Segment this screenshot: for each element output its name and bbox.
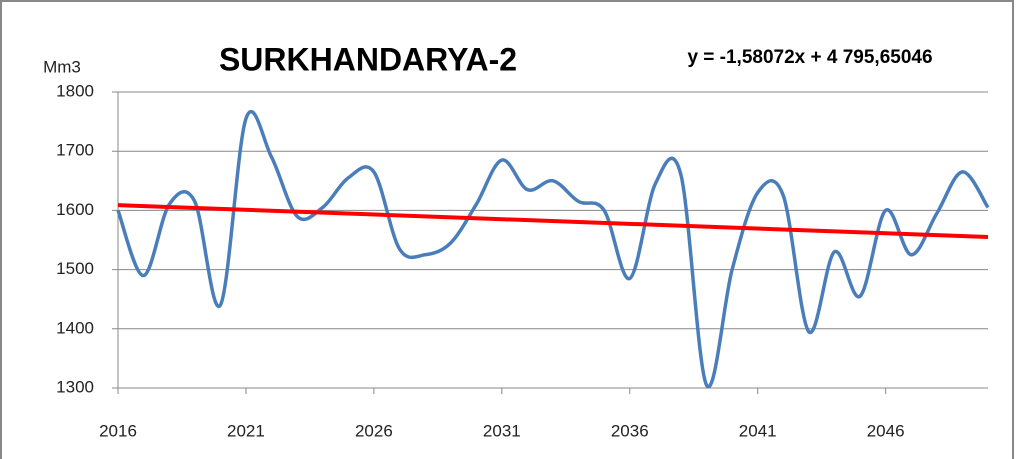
y-axis-label: Mm3 xyxy=(43,57,81,76)
data-line xyxy=(116,109,990,389)
y-tick-label: 1700 xyxy=(56,141,94,160)
chart-title: SURKHANDARYA-2 xyxy=(219,41,517,77)
y-tick-label: 1800 xyxy=(56,81,94,100)
y-tick-label: 1500 xyxy=(56,259,94,278)
trend-equation: y = -1,58072x + 4 795,65046 xyxy=(687,47,932,68)
y-tick-label: 1400 xyxy=(56,318,94,337)
y-tick-label: 1300 xyxy=(56,377,94,396)
y-tick-label: 1600 xyxy=(56,200,94,219)
x-tick-label: 2036 xyxy=(611,421,649,440)
x-tick-label: 2046 xyxy=(867,421,905,440)
x-tick-label: 2016 xyxy=(99,421,137,440)
x-tick-label: 2031 xyxy=(483,421,521,440)
x-tick-label: 2041 xyxy=(739,421,777,440)
x-tick-label: 2021 xyxy=(227,421,265,440)
trend-line xyxy=(117,203,989,239)
x-tick-label: 2026 xyxy=(355,421,393,440)
